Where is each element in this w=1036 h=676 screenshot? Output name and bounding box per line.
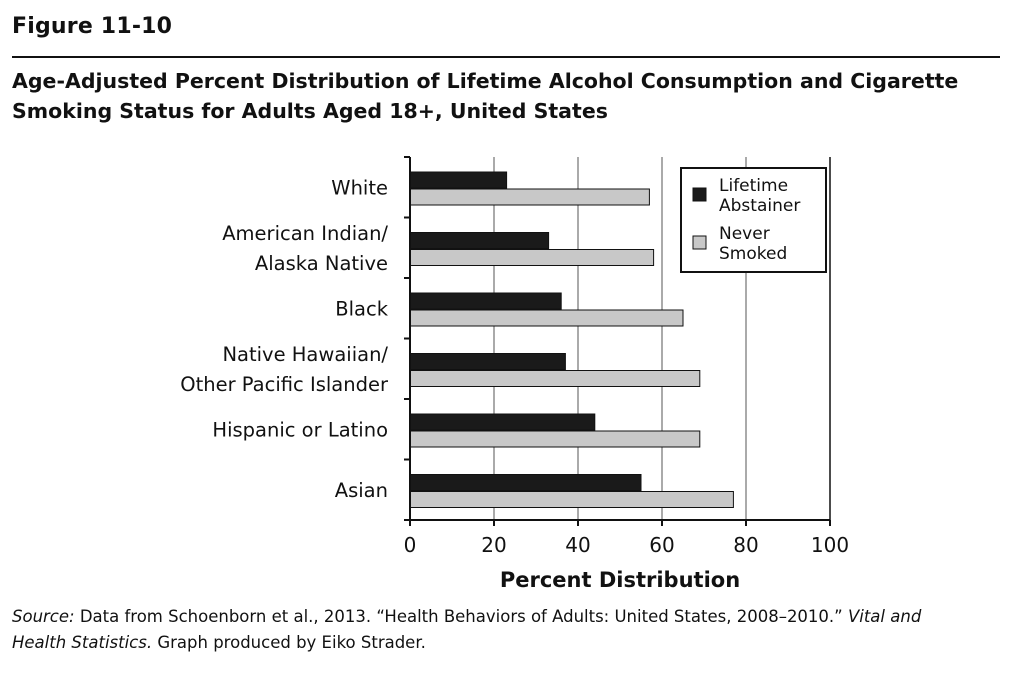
source-note: Source: Data from Schoenborn et al., 201… <box>12 604 1012 656</box>
bar-never-smoked <box>409 188 650 206</box>
source-line-2: Health Statistics. Graph produced by Eik… <box>12 630 1012 656</box>
source-text-2: Graph produced by Eiko Strader. <box>152 633 426 652</box>
bar-lifetime-abstainer <box>409 474 642 491</box>
x-tick-label: 100 <box>811 533 849 557</box>
bar-lifetime-abstainer <box>409 171 508 189</box>
bar-never-smoked <box>409 309 684 327</box>
source-italic-2: Health Statistics. <box>12 633 153 652</box>
source-line-1: Source: Data from Schoenborn et al., 201… <box>12 604 1012 630</box>
source-text-1: Data from Schoenborn et al., 2013. “Heal… <box>74 607 848 626</box>
bar-lifetime-abstainer <box>409 353 566 370</box>
category-label: American Indian/ <box>222 222 388 245</box>
bar-lifetime-abstainer <box>409 413 596 431</box>
category-label: Other Pacific Islander <box>180 373 389 396</box>
bar-never-smoked <box>409 370 701 387</box>
bar-never-smoked <box>409 430 701 448</box>
category-label: White <box>331 176 388 199</box>
legend-label: Lifetime <box>719 176 788 196</box>
figure-label: Figure 11-10 <box>12 14 173 39</box>
category-label: Asian <box>335 479 388 502</box>
bar-lifetime-abstainer <box>409 292 562 310</box>
x-tick-label: 80 <box>733 533 758 557</box>
legend-swatch-abstainer <box>692 187 707 202</box>
x-axis-title: Percent Distribution <box>500 568 740 592</box>
title-line-2: Smoking Status for Adults Aged 18+, Unit… <box>12 99 608 123</box>
chart-title: Age-Adjusted Percent Distribution of Lif… <box>12 66 1012 126</box>
bar-never-smoked <box>409 491 734 508</box>
bar-lifetime-abstainer <box>409 232 550 249</box>
x-tick-label: 40 <box>565 533 590 557</box>
category-label: Native Hawaiian/ <box>222 343 388 366</box>
legend-label: Never <box>719 224 770 244</box>
legend-box <box>680 167 827 273</box>
source-italic-1: Vital and <box>847 607 922 626</box>
category-label: Black <box>335 297 388 320</box>
x-tick-label: 20 <box>481 533 506 557</box>
category-label: Alaska Native <box>255 252 388 275</box>
legend-label: Smoked <box>719 244 787 264</box>
title-divider <box>12 56 1000 58</box>
legend-swatch-never-smoked <box>692 235 707 250</box>
bar-never-smoked <box>409 249 655 266</box>
x-tick-label: 60 <box>649 533 674 557</box>
title-line-1: Age-Adjusted Percent Distribution of Lif… <box>12 69 959 93</box>
legend-label: Abstainer <box>719 196 800 216</box>
x-tick-label: 0 <box>404 533 417 557</box>
source-prefix: Source: <box>12 607 75 626</box>
category-label: Hispanic or Latino <box>212 418 388 441</box>
